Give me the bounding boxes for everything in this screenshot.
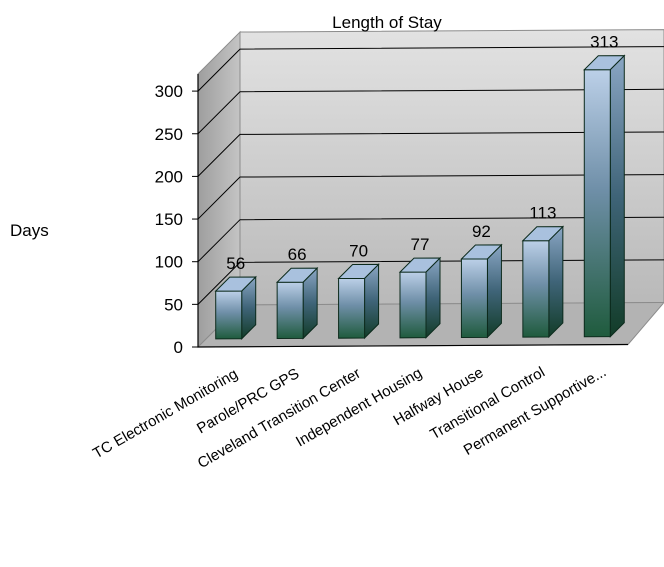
bar-top bbox=[583, 55, 626, 71]
chart-title: Length of Stay bbox=[332, 13, 442, 32]
y-tick-label: 200 bbox=[155, 167, 183, 186]
data-label: 66 bbox=[288, 245, 307, 264]
x-axis-line bbox=[197, 343, 629, 348]
bars bbox=[214, 54, 626, 340]
bar-top bbox=[337, 263, 380, 279]
bar-side bbox=[609, 54, 625, 338]
bar-top bbox=[214, 276, 257, 292]
bar bbox=[398, 256, 442, 339]
bar bbox=[214, 275, 257, 340]
bar-front bbox=[522, 240, 550, 338]
y-tick-label: 300 bbox=[155, 82, 183, 101]
bar-front bbox=[276, 281, 304, 340]
axes bbox=[192, 74, 629, 348]
y-tick-label: 50 bbox=[164, 295, 183, 314]
data-label: 92 bbox=[472, 222, 491, 241]
bar-top bbox=[460, 244, 503, 260]
bar-side bbox=[486, 243, 502, 339]
gridline bbox=[197, 88, 664, 135]
data-label: 56 bbox=[226, 254, 245, 273]
data-label: 70 bbox=[349, 241, 368, 260]
bar-front bbox=[338, 277, 366, 339]
y-tick-label: 250 bbox=[155, 125, 183, 144]
bar-top bbox=[398, 257, 442, 273]
bar bbox=[521, 225, 565, 339]
bar bbox=[337, 263, 380, 340]
gridline bbox=[197, 131, 664, 177]
y-tick-label: 150 bbox=[155, 210, 183, 229]
data-labels: 56 66 70 77 92 113 313 bbox=[226, 33, 618, 273]
gridline bbox=[197, 174, 664, 220]
y-tick-label: 100 bbox=[155, 253, 183, 272]
bar-side bbox=[548, 225, 564, 339]
bar-front bbox=[460, 258, 488, 338]
bar-top bbox=[275, 267, 319, 283]
data-label: 113 bbox=[529, 204, 556, 223]
bar-front bbox=[583, 69, 611, 338]
gridlines bbox=[197, 46, 664, 305]
bar-front bbox=[215, 290, 243, 340]
bar bbox=[275, 266, 319, 340]
bar-front bbox=[399, 271, 427, 339]
data-label: 313 bbox=[590, 33, 618, 52]
y-tick-label: 0 bbox=[174, 338, 183, 357]
y-tick-labels: 0 50 100 150 200 250 300 bbox=[155, 82, 183, 357]
y-axis-label: Days bbox=[10, 221, 49, 240]
bar bbox=[583, 54, 626, 338]
gridline bbox=[197, 46, 664, 92]
data-label: 77 bbox=[411, 235, 430, 254]
gridline bbox=[197, 216, 664, 263]
bar bbox=[460, 243, 503, 339]
bar-top bbox=[521, 226, 565, 242]
